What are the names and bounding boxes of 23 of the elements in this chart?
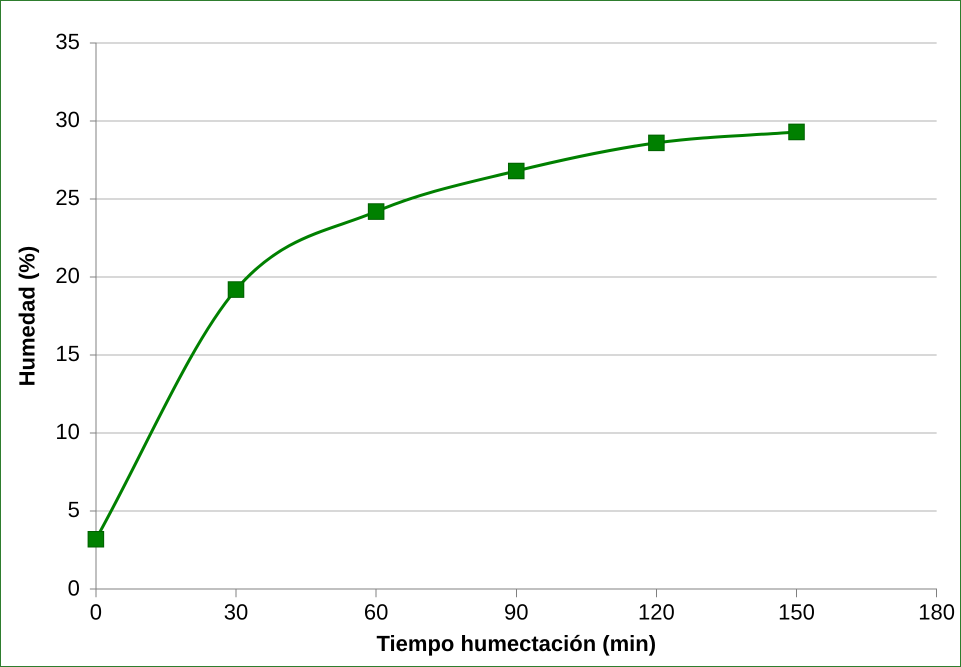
point — [788, 124, 805, 140]
x-tick-label: 90 — [504, 599, 528, 624]
y-tick-label: 10 — [55, 419, 80, 444]
x-tick-label: 60 — [364, 599, 388, 624]
x-tick-label: 180 — [918, 599, 956, 624]
y-tick-label: 25 — [55, 185, 80, 210]
y-tick-label: 30 — [55, 107, 80, 132]
point — [648, 134, 665, 152]
x-axis-title: Tiempo humectación (min) — [376, 630, 656, 656]
y-tick-label: 5 — [68, 497, 80, 522]
y-tick-label: 0 — [68, 575, 80, 600]
y-axis-title: Humedad (%) — [14, 246, 40, 386]
point — [368, 203, 384, 220]
x-tick-label: 0 — [90, 599, 102, 624]
x-tick-label: 30 — [224, 599, 248, 624]
x-tick-label: 150 — [778, 599, 815, 624]
y-tick-label: 20 — [55, 263, 80, 288]
y-tick-label: 35 — [55, 29, 80, 54]
point — [508, 162, 525, 180]
x-tick-label: 120 — [638, 599, 675, 624]
point — [88, 530, 104, 548]
y-tick-label: 15 — [55, 341, 80, 366]
point — [228, 281, 244, 298]
